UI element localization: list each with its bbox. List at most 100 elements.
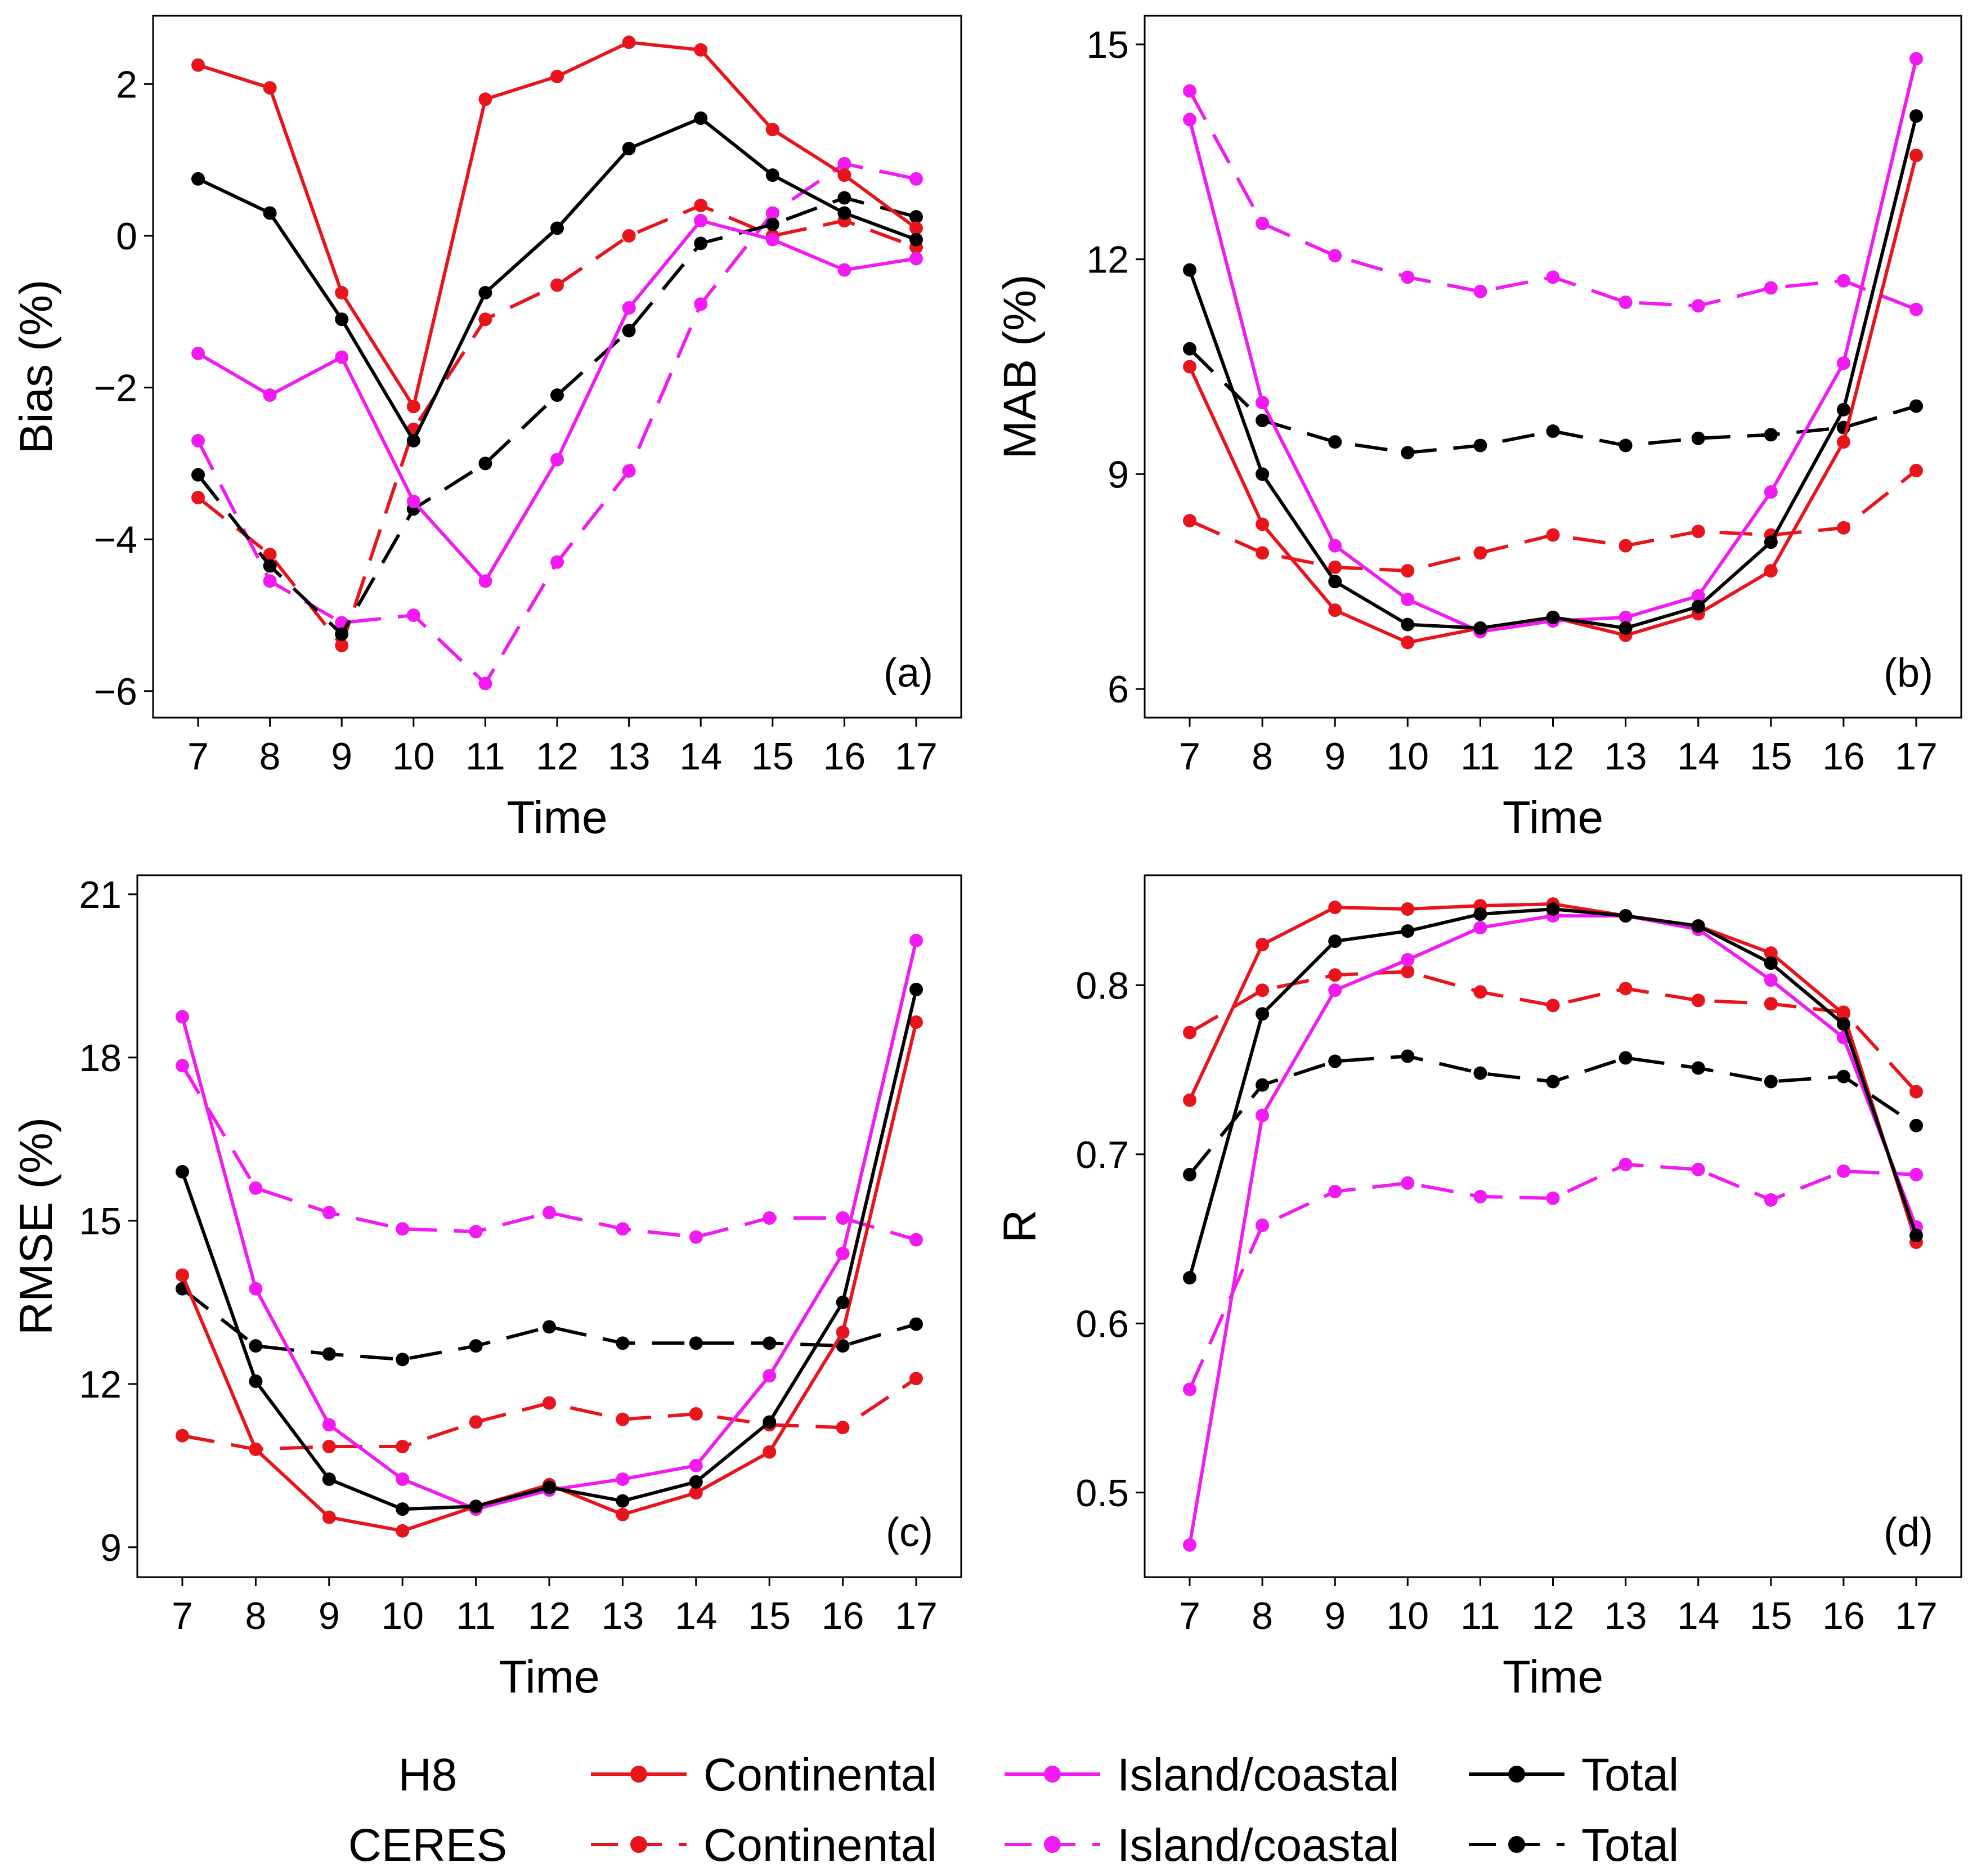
y-tick-label: 9 (1108, 453, 1129, 496)
legend-marker (1044, 1766, 1061, 1783)
data-point (694, 199, 708, 213)
data-point (1473, 438, 1487, 453)
data-point (322, 1418, 336, 1432)
chart-panel-4: 0.8 0.7 0.6 0.5 7 8 9 10 11 12 13 14 15 16 17 Time R (d) (994, 874, 1962, 1703)
data-point (1256, 983, 1270, 997)
data-point (249, 1181, 263, 1195)
data-point (550, 278, 564, 292)
y-tick-label: −2 (93, 367, 137, 410)
data-point (543, 1480, 556, 1494)
data-point (1619, 621, 1633, 635)
x-tick-label: 7 (1179, 1595, 1200, 1637)
data-point (1619, 1051, 1633, 1065)
data-point (1183, 342, 1196, 356)
data-point (1256, 1078, 1270, 1092)
legend-row-label: H8 (398, 1749, 458, 1801)
data-point (543, 1396, 556, 1410)
data-point (1691, 299, 1705, 313)
data-point (836, 1421, 850, 1435)
data-point (406, 494, 420, 508)
data-point (689, 1475, 703, 1489)
data-point (763, 1415, 777, 1429)
x-tick-label: 9 (319, 1595, 340, 1637)
data-point (1836, 1164, 1850, 1178)
data-point (836, 1295, 850, 1309)
data-point (1183, 1271, 1196, 1285)
data-point (550, 69, 564, 83)
data-point (478, 92, 492, 106)
data-point (1764, 973, 1778, 987)
data-point (406, 433, 420, 447)
data-point (765, 217, 779, 231)
data-point (1256, 1007, 1270, 1021)
data-point (1401, 593, 1415, 607)
data-point (1328, 934, 1342, 948)
data-point (1256, 217, 1270, 231)
data-point (1183, 1167, 1196, 1181)
y-axis-title: MAB (%) (994, 275, 1046, 459)
y-tick-label: 0.6 (1075, 1302, 1129, 1345)
data-point (263, 574, 277, 588)
data-point (1836, 1069, 1850, 1083)
panel-label: (b) (1884, 651, 1933, 696)
data-point (1546, 1074, 1560, 1089)
x-tick-label: 17 (895, 1595, 938, 1637)
data-point (191, 433, 205, 447)
chart-panel-2: 15 12 9 6 7 8 9 10 11 12 13 14 15 16 17 Time MAB (%) (b) (994, 15, 1962, 843)
data-point (1546, 999, 1560, 1013)
data-point (249, 1374, 263, 1388)
x-tick-label: 17 (895, 735, 938, 778)
y-tick-label: 12 (1086, 239, 1129, 281)
data-point (763, 1445, 777, 1459)
data-point (1401, 446, 1415, 460)
data-point (1691, 431, 1705, 445)
data-point (263, 559, 277, 573)
data-point (694, 213, 708, 227)
y-tick-label: 0.5 (1075, 1472, 1129, 1515)
data-point (1401, 902, 1415, 916)
data-point (1764, 535, 1778, 549)
x-tick-label: 12 (528, 1595, 571, 1637)
data-point (1764, 485, 1778, 499)
data-point (1473, 284, 1487, 298)
data-point (1691, 919, 1705, 933)
data-point (909, 1372, 923, 1386)
series-line (1188, 907, 1918, 1278)
data-point (616, 1507, 630, 1521)
data-point (249, 1442, 263, 1456)
data-point (1183, 263, 1196, 277)
data-point (1691, 993, 1705, 1008)
data-point (1183, 1093, 1196, 1107)
x-tick-label: 7 (172, 1595, 193, 1637)
legend-marker (630, 1766, 647, 1783)
x-tick-label: 12 (536, 735, 579, 778)
y-tick-label: 21 (79, 874, 122, 916)
data-point (616, 1472, 630, 1486)
y-tick-label: 0.8 (1075, 964, 1129, 1007)
data-point (176, 1010, 189, 1024)
data-point (1691, 599, 1705, 614)
data-point (689, 1230, 703, 1244)
x-tick-label: 11 (456, 1595, 496, 1637)
series-line (1188, 155, 1918, 644)
data-point (1909, 399, 1923, 413)
data-point (1909, 149, 1923, 163)
data-point (1183, 1382, 1196, 1396)
data-point (909, 1317, 923, 1331)
x-tick-label: 13 (1604, 1595, 1647, 1637)
data-point (909, 172, 923, 186)
data-point (1619, 1157, 1633, 1171)
data-point (837, 206, 851, 220)
data-point (1473, 1189, 1487, 1203)
legend-entry-label: Island/coastal (1117, 1749, 1399, 1801)
data-point (765, 123, 779, 137)
series-line (181, 940, 918, 1511)
data-point (1328, 249, 1342, 263)
data-point (622, 35, 636, 50)
data-point (1619, 982, 1633, 996)
y-axis-title: RMSE (%) (11, 1117, 62, 1335)
data-point (322, 1206, 336, 1220)
data-point (1691, 525, 1705, 539)
data-point (191, 491, 205, 505)
x-tick-label: 16 (1822, 1595, 1865, 1637)
